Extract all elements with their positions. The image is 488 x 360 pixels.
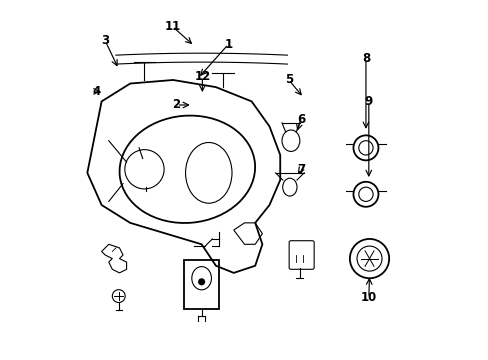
Circle shape xyxy=(198,278,205,285)
Bar xyxy=(183,260,219,309)
Text: 9: 9 xyxy=(364,95,372,108)
Text: 8: 8 xyxy=(361,52,369,65)
Text: 7: 7 xyxy=(296,163,305,176)
Text: 4: 4 xyxy=(92,85,100,98)
Text: 2: 2 xyxy=(172,99,181,112)
Text: 12: 12 xyxy=(194,70,210,83)
Text: 10: 10 xyxy=(360,291,376,305)
Text: 5: 5 xyxy=(284,73,292,86)
Text: 6: 6 xyxy=(296,113,305,126)
Text: 11: 11 xyxy=(164,20,180,33)
Text: 3: 3 xyxy=(101,34,109,47)
Text: 1: 1 xyxy=(224,38,232,51)
